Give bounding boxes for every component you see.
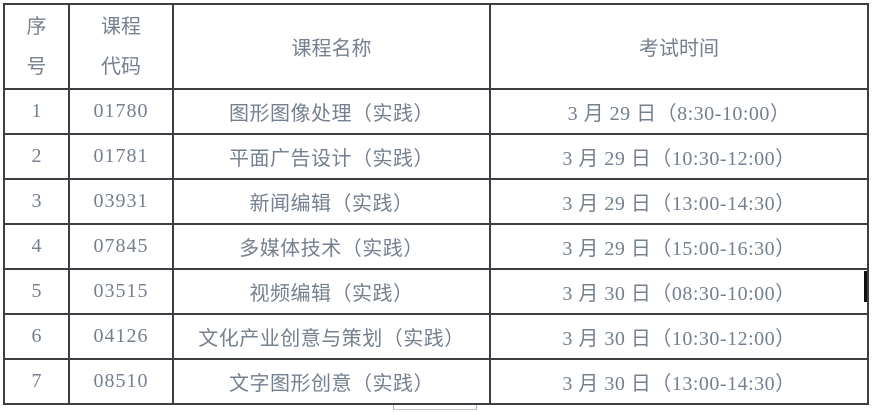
cell-serial-number: 3 [3, 178, 70, 225]
cell-exam-time: 3 月 29 日（10:30-12:00） [489, 133, 869, 180]
cell-course-name: 视频编辑（实践） [172, 268, 491, 315]
cell-exam-time: 3 月 30 日（08:30-10:00） [489, 268, 869, 315]
cell-course-name: 多媒体技术（实践） [172, 223, 491, 270]
cell-exam-time: 3 月 29 日（13:00-14:30） [489, 178, 869, 225]
cell-course-code: 01780 [68, 88, 174, 135]
selection-artifact [393, 405, 477, 410]
cell-course-code: 07845 [68, 223, 174, 270]
cell-course-code: 03515 [68, 268, 174, 315]
cell-serial-number: 6 [3, 313, 70, 360]
cell-course-name: 图形图像处理（实践） [172, 88, 491, 135]
header-course-name: 课程名称 [172, 3, 491, 90]
text-cursor[interactable] [864, 271, 867, 302]
cell-exam-time: 3 月 29 日（15:00-16:30） [489, 223, 869, 270]
cell-course-name: 平面广告设计（实践） [172, 133, 491, 180]
cell-course-name: 新闻编辑（实践） [172, 178, 491, 225]
cell-serial-number: 1 [3, 88, 70, 135]
cell-serial-number: 2 [3, 133, 70, 180]
table-row: 3 03931 新闻编辑（实践） 3 月 29 日（13:00-14:30） [3, 178, 869, 225]
cell-exam-time: 3 月 30 日（13:00-14:30） [489, 358, 869, 405]
exam-schedule-table: 序 号 课程 代码 课程名称 考试时间 1 01780 图形图像处理（实践） 3… [3, 3, 869, 405]
header-course-code: 课程 代码 [68, 3, 174, 90]
cell-course-code: 04126 [68, 313, 174, 360]
header-exam-time: 考试时间 [489, 3, 869, 90]
table-row: 2 01781 平面广告设计（实践） 3 月 29 日（10:30-12:00） [3, 133, 869, 180]
cell-exam-time: 3 月 29 日（8:30-10:00） [489, 88, 869, 135]
table-row: 5 03515 视频编辑（实践） 3 月 30 日（08:30-10:00） [3, 268, 869, 315]
cell-course-code: 08510 [68, 358, 174, 405]
table-row: 6 04126 文化产业创意与策划（实践） 3 月 30 日（10:30-12:… [3, 313, 869, 360]
cell-course-name: 文化产业创意与策划（实践） [172, 313, 491, 360]
cell-course-code: 03931 [68, 178, 174, 225]
cell-exam-time: 3 月 30 日（10:30-12:00） [489, 313, 869, 360]
cell-serial-number: 4 [3, 223, 70, 270]
header-serial-number: 序 号 [3, 3, 70, 90]
table-row: 4 07845 多媒体技术（实践） 3 月 29 日（15:00-16:30） [3, 223, 869, 270]
table-header-row: 序 号 课程 代码 课程名称 考试时间 [3, 3, 869, 90]
cell-course-code: 01781 [68, 133, 174, 180]
cell-serial-number: 5 [3, 268, 70, 315]
cell-serial-number: 7 [3, 358, 70, 405]
table-row: 1 01780 图形图像处理（实践） 3 月 29 日（8:30-10:00） [3, 88, 869, 135]
table-row: 7 08510 文字图形创意（实践） 3 月 30 日（13:00-14:30） [3, 358, 869, 405]
cell-course-name: 文字图形创意（实践） [172, 358, 491, 405]
